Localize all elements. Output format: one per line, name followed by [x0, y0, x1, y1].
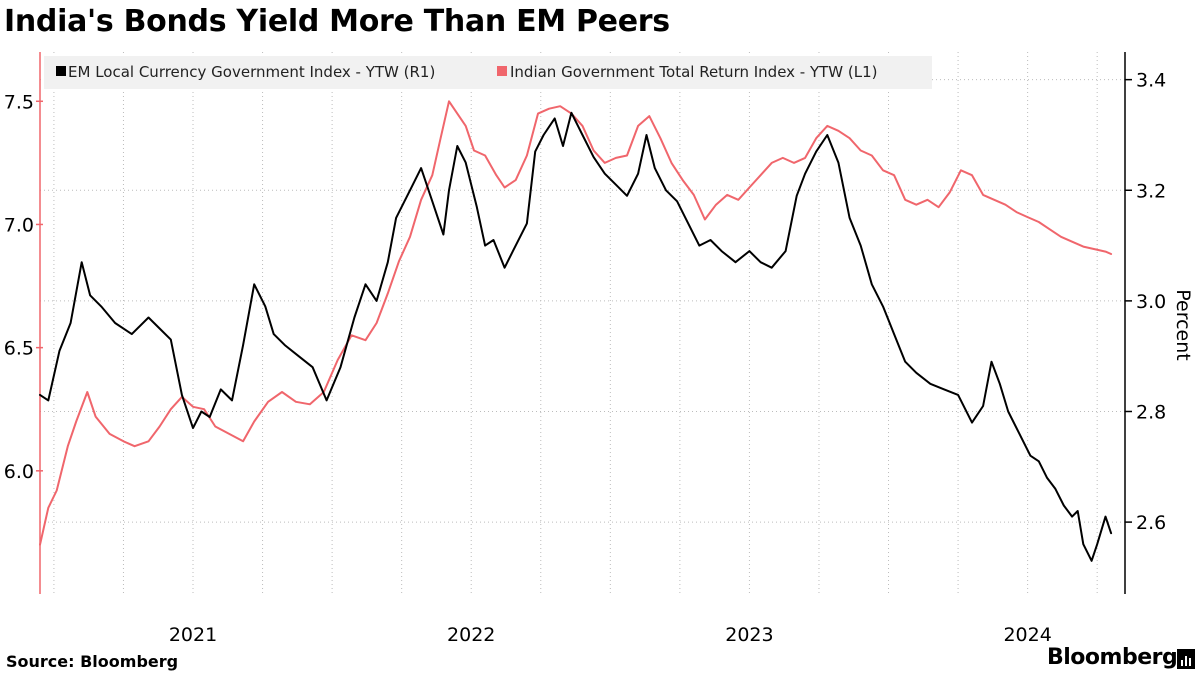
series-lines	[39, 100, 1113, 562]
series-line-em	[39, 111, 1113, 562]
left-axis-tick-label: 7.5	[4, 91, 34, 113]
x-axis-tick-label: 2023	[725, 624, 773, 646]
x-axis-tick-label: 2022	[447, 624, 495, 646]
axes: 6.0 6.5 7.0 7.5 2.6 2.8 3.0 3.2 3.4 Percent 2021 20…	[4, 52, 1194, 646]
source-note: Source: Bloomberg	[6, 652, 179, 671]
bloomberg-logo: Bloomberg	[1047, 645, 1178, 670]
left-axis-tick-label: 7.0	[4, 214, 34, 236]
series-line-india	[39, 100, 1113, 546]
right-axis-title: Percent	[1172, 289, 1194, 361]
legend-label-em: EM Local Currency Government Index - YTW…	[68, 63, 435, 81]
legend-swatch-india	[497, 66, 507, 76]
left-axis-tick-label: 6.5	[4, 338, 34, 360]
right-axis-tick-label: 2.8	[1136, 401, 1166, 423]
x-axis-tick-label: 2021	[169, 624, 217, 646]
legend: EM Local Currency Government Index - YTW…	[44, 56, 932, 89]
right-axis-tick-label: 3.0	[1136, 291, 1166, 313]
left-axis-tick-label: 6.0	[4, 461, 34, 483]
right-axis-tick-label: 3.2	[1136, 180, 1166, 202]
bloomberg-chart-icon	[1177, 649, 1195, 669]
legend-background	[44, 56, 932, 89]
legend-label-india: Indian Government Total Return Index - Y…	[510, 63, 878, 81]
legend-swatch-em	[56, 66, 66, 76]
chart-title: India's Bonds Yield More Than EM Peers	[4, 4, 670, 39]
right-axis-tick-label: 2.6	[1136, 512, 1166, 534]
right-axis-tick-label: 3.4	[1136, 70, 1166, 92]
x-axis-tick-label: 2024	[1003, 624, 1051, 646]
